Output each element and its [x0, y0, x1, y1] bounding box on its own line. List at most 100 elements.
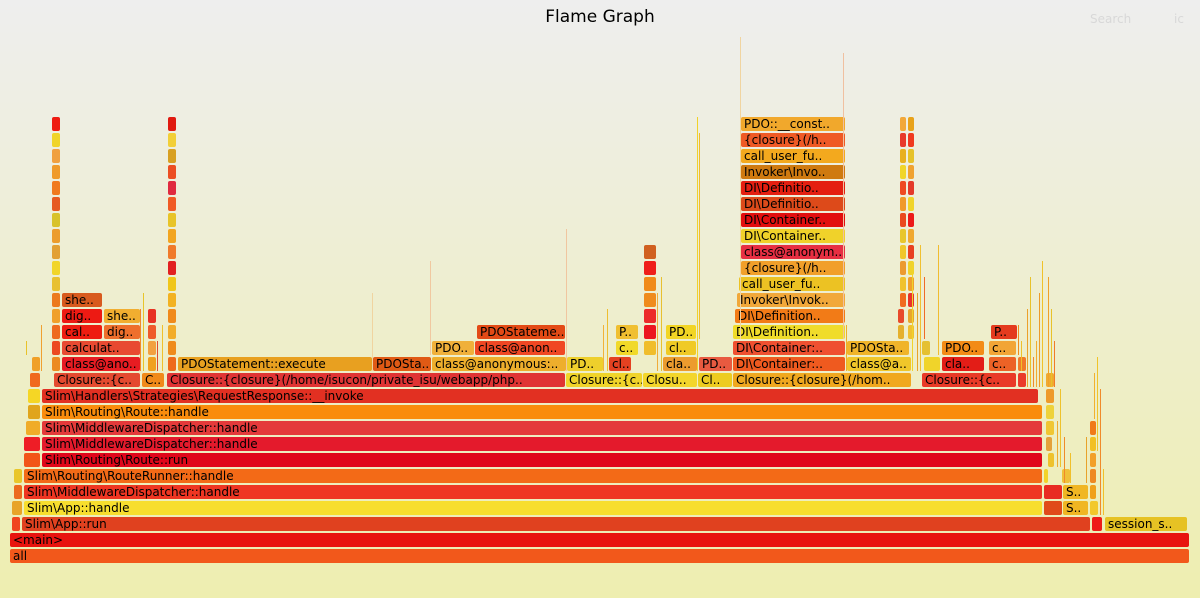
flame-frame[interactable]: Invoker\Invok..	[737, 293, 845, 307]
flame-frame-sliver[interactable]	[1039, 293, 1040, 387]
flame-frame-sliver[interactable]	[924, 277, 925, 339]
flame-frame-sliver[interactable]	[917, 293, 918, 371]
ignore-case-toggle[interactable]: ic	[1174, 12, 1184, 26]
flame-frame-sliver[interactable]	[740, 37, 741, 339]
flame-frame-unlabeled[interactable]	[1090, 485, 1096, 499]
flame-frame-unlabeled[interactable]	[900, 117, 906, 131]
flame-frame-sliver[interactable]	[1103, 469, 1104, 515]
flame-frame[interactable]: PDOSta..	[373, 357, 431, 371]
flame-frame[interactable]: PDOSta..	[847, 341, 909, 355]
flame-frame-unlabeled[interactable]	[1046, 389, 1054, 403]
flame-frame-unlabeled[interactable]	[644, 341, 656, 355]
flame-frame-unlabeled[interactable]	[908, 133, 914, 147]
flame-frame-unlabeled[interactable]	[168, 165, 176, 179]
flame-frame[interactable]: cla..	[663, 357, 697, 371]
flame-frame-sliver[interactable]	[1070, 453, 1071, 483]
flame-frame-unlabeled[interactable]	[900, 165, 906, 179]
flame-frame-unlabeled[interactable]	[148, 341, 156, 355]
flame-frame-sliver[interactable]	[1051, 309, 1052, 387]
flame-frame-sliver[interactable]	[603, 325, 604, 371]
flame-frame-unlabeled[interactable]	[900, 229, 906, 243]
flame-frame[interactable]: PDO..	[942, 341, 984, 355]
flame-frame-unlabeled[interactable]	[898, 309, 904, 323]
flame-frame-unlabeled[interactable]	[168, 213, 176, 227]
flame-frame[interactable]: session_s..	[1105, 517, 1187, 531]
flame-frame[interactable]: Slim\Routing\Route::run	[42, 453, 1042, 467]
flame-frame[interactable]: Slim\MiddlewareDispatcher::handle	[24, 485, 1042, 499]
flame-frame-unlabeled[interactable]	[168, 325, 176, 339]
flame-frame-sliver[interactable]	[26, 341, 27, 355]
flame-frame[interactable]: <main>	[10, 533, 1189, 547]
flame-frame-unlabeled[interactable]	[52, 133, 60, 147]
flame-frame-unlabeled[interactable]	[1090, 453, 1096, 467]
flame-frame-sliver[interactable]	[843, 53, 844, 339]
flame-frame-unlabeled[interactable]	[1018, 357, 1026, 371]
flame-frame-sliver[interactable]	[1018, 325, 1019, 355]
flame-frame-unlabeled[interactable]	[52, 181, 60, 195]
flame-frame-unlabeled[interactable]	[168, 277, 176, 291]
flame-frame-unlabeled[interactable]	[900, 245, 906, 259]
flame-frame[interactable]: cl..	[666, 341, 696, 355]
flame-frame-unlabeled[interactable]	[148, 357, 156, 371]
flame-frame-sliver[interactable]	[607, 309, 608, 371]
flame-frame-unlabeled[interactable]	[28, 389, 40, 403]
flame-frame-sliver[interactable]	[1086, 437, 1087, 483]
flame-frame-unlabeled[interactable]	[900, 149, 906, 163]
flame-frame-unlabeled[interactable]	[52, 357, 60, 371]
flame-frame-sliver[interactable]	[1054, 341, 1055, 387]
flame-frame[interactable]: Closure::{c..	[54, 373, 140, 387]
flame-frame-unlabeled[interactable]	[52, 229, 60, 243]
flame-frame[interactable]: PD..	[666, 325, 696, 339]
flame-frame-unlabeled[interactable]	[168, 133, 176, 147]
flame-frame-unlabeled[interactable]	[168, 117, 176, 131]
flame-frame-unlabeled[interactable]	[52, 341, 60, 355]
flame-frame-unlabeled[interactable]	[644, 309, 656, 323]
flame-frame-sliver[interactable]	[41, 325, 42, 371]
flame-frame-unlabeled[interactable]	[28, 405, 40, 419]
flame-frame[interactable]: she..	[62, 293, 102, 307]
flame-frame-unlabeled[interactable]	[32, 357, 40, 371]
flame-frame-unlabeled[interactable]	[900, 133, 906, 147]
flame-frame-sliver[interactable]	[157, 341, 158, 371]
flame-frame[interactable]: Closure::{closure}(/home/isucon/private_…	[167, 373, 565, 387]
flame-frame-sliver[interactable]	[699, 133, 700, 339]
flame-frame-unlabeled[interactable]	[900, 293, 906, 307]
flame-frame-sliver[interactable]	[430, 261, 431, 355]
flame-frame-unlabeled[interactable]	[30, 373, 40, 387]
flame-frame[interactable]: Slim\App::run	[22, 517, 1090, 531]
flame-frame-sliver[interactable]	[1097, 357, 1098, 451]
flame-frame-unlabeled[interactable]	[168, 229, 176, 243]
flame-frame[interactable]: dig..	[62, 309, 102, 323]
flame-frame-sliver[interactable]	[1060, 389, 1061, 467]
flame-frame-unlabeled[interactable]	[900, 277, 906, 291]
flame-frame-unlabeled[interactable]	[1090, 437, 1096, 451]
flame-frame-sliver[interactable]	[1033, 357, 1034, 387]
flame-frame-unlabeled[interactable]	[908, 197, 914, 211]
flame-frame[interactable]: PDOStateme..	[477, 325, 565, 339]
flame-frame-unlabeled[interactable]	[52, 325, 60, 339]
flame-frame[interactable]: Slim\Routing\RouteRunner::handle	[24, 469, 1042, 483]
flame-frame-unlabeled[interactable]	[26, 421, 40, 435]
flame-frame[interactable]: DI\Definitio..	[741, 181, 845, 195]
flame-frame[interactable]: all	[10, 549, 1189, 563]
flame-frame-unlabeled[interactable]	[52, 165, 60, 179]
flame-frame-unlabeled[interactable]	[52, 213, 60, 227]
flame-frame-unlabeled[interactable]	[52, 277, 60, 291]
flame-frame-sliver[interactable]	[1094, 373, 1095, 419]
flame-frame-sliver[interactable]	[938, 245, 939, 355]
flame-frame-sliver[interactable]	[1100, 389, 1101, 515]
flame-frame[interactable]: DI\Definition..	[735, 309, 845, 323]
flame-frame[interactable]: {closure}(/h..	[741, 261, 845, 275]
flame-frame-unlabeled[interactable]	[908, 213, 914, 227]
flame-frame-unlabeled[interactable]	[148, 309, 156, 323]
flame-frame-unlabeled[interactable]	[1090, 421, 1096, 435]
flame-frame-unlabeled[interactable]	[1046, 373, 1054, 387]
flame-frame-unlabeled[interactable]	[924, 357, 940, 371]
flame-frame-unlabeled[interactable]	[908, 277, 914, 291]
flame-frame[interactable]: C..	[142, 373, 164, 387]
flame-frame-unlabeled[interactable]	[644, 293, 656, 307]
flame-frame-unlabeled[interactable]	[14, 485, 22, 499]
flame-frame-unlabeled[interactable]	[908, 293, 914, 307]
flame-frame-sliver[interactable]	[1030, 277, 1031, 387]
flame-frame[interactable]: call_user_fu..	[741, 149, 845, 163]
